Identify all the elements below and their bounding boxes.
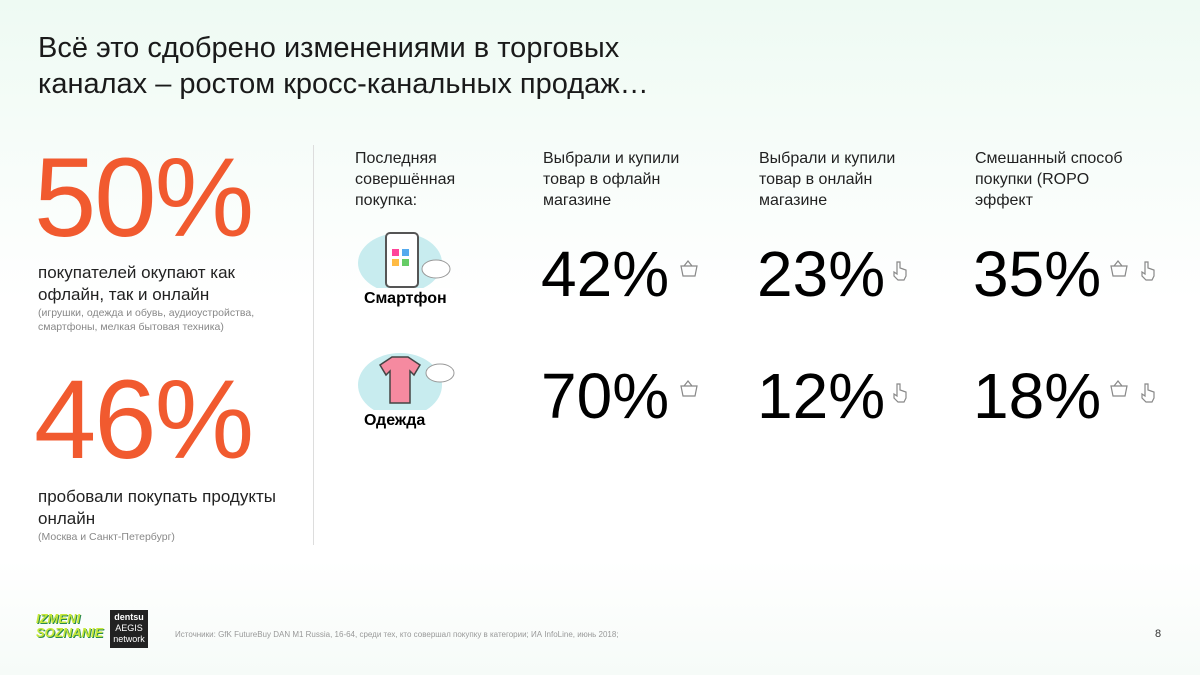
- category-label: Смартфон: [358, 288, 453, 310]
- stat-value: 46%: [34, 357, 254, 482]
- stat-label: покупателей окупают как офлайн, так и он…: [38, 263, 235, 304]
- column-header: Выбрали и купили товар в офлайн магазине: [543, 150, 680, 209]
- title: Всё это сдобрено изменениями в торговых …: [38, 32, 649, 100]
- divider: [313, 145, 314, 545]
- stat-note: (игрушки, одежда и обувь, аудиоустройств…: [38, 307, 255, 333]
- stat-note: (Москва и Санкт-Петербург): [38, 531, 175, 543]
- logo: IZMENI SOZNANIE: [36, 611, 104, 640]
- network-logo-line: dentsu: [114, 612, 144, 622]
- source: Источники: GfK FutureBuy DAN M1 Russia, …: [175, 630, 619, 639]
- column-header: Выбрали и купили товар в онлайн магазине: [759, 150, 896, 209]
- column-header: Смешанный способ покупки (ROPO эффект: [975, 150, 1123, 209]
- cell-value: 23%: [757, 238, 886, 310]
- network-logo-line: AEGIS: [115, 623, 143, 633]
- stat-label: пробовали покупать продукты онлайн: [38, 487, 276, 528]
- cell-value: 42%: [541, 238, 670, 310]
- network-logo: dentsu AEGIS network: [110, 610, 148, 648]
- cell-value: 18%: [973, 360, 1102, 432]
- category-label: Одежда: [358, 410, 432, 432]
- cell-value: 12%: [757, 360, 886, 432]
- page-number: 8: [1155, 628, 1162, 640]
- cell-value: 35%: [973, 238, 1102, 310]
- network-logo-line: network: [113, 634, 145, 644]
- column-header: Последняя совершённая покупка:: [355, 150, 456, 209]
- category-icons: [358, 232, 455, 415]
- cell-value: 70%: [541, 360, 670, 432]
- stat-value: 50%: [34, 135, 254, 260]
